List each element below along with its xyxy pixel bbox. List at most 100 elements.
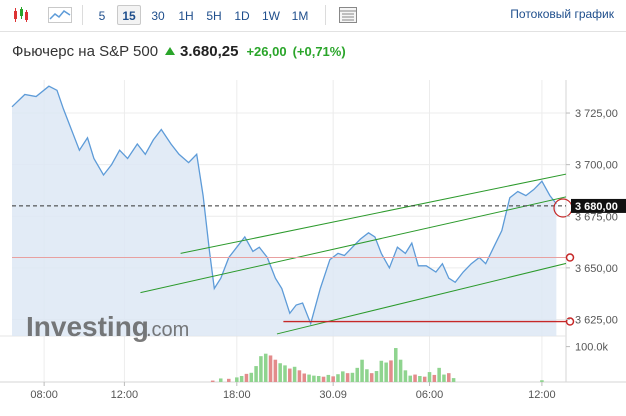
trend-line: [180, 173, 566, 254]
last-price-box: [571, 198, 626, 213]
y-tick-label: 3 625,00: [575, 314, 618, 326]
timeframe-1d[interactable]: 1D: [234, 9, 250, 23]
volume-bar: [336, 374, 340, 382]
volume-bars: [210, 348, 544, 382]
volume-bar: [278, 363, 282, 382]
volume-bar: [249, 372, 254, 382]
price-handle: [553, 198, 573, 218]
volume-bar: [263, 353, 268, 382]
instrument-header: Фьючерс на S&P 500 3.680,25 +26,00 (+0,7…: [12, 41, 352, 61]
volume-bar: [418, 375, 422, 382]
area-chart-icon[interactable]: [46, 4, 74, 26]
timeframe-1h[interactable]: 1H: [178, 9, 194, 23]
volume-bar: [316, 375, 321, 382]
timeframe-5h[interactable]: 5H: [206, 9, 222, 23]
volume-bar: [389, 360, 393, 382]
price-change-percent: (+0,71%): [292, 43, 346, 59]
y-tick-label: 3 675,00: [575, 211, 618, 223]
volume-bar: [442, 374, 446, 382]
volume-bar: [447, 373, 451, 382]
price-area-fill: [12, 86, 557, 336]
volume-bar: [369, 373, 374, 382]
watermark-suffix: .com: [146, 319, 189, 341]
last-price: 3.680,25: [180, 42, 239, 60]
investing-watermark: Investing .com: [26, 311, 189, 342]
volume-bar: [331, 376, 335, 382]
volume-bar: [326, 374, 331, 382]
volume-bar: [408, 375, 413, 382]
volume-bar: [365, 369, 369, 382]
price-axis: 3 625,00 3 650,00 3 675,00 3 700,00 3 725,00…: [566, 108, 626, 354]
volume-bar: [210, 380, 215, 382]
table-view-icon[interactable]: [335, 4, 361, 26]
x-tick-label: 12:00: [528, 389, 556, 401]
x-tick-label: 18:00: [223, 389, 251, 401]
volume-bar: [398, 359, 403, 382]
up-arrow-icon: [165, 47, 176, 55]
candlestick-icon[interactable]: [8, 4, 34, 26]
timeframe-1m[interactable]: 1M: [291, 9, 309, 23]
volume-bar: [244, 373, 249, 382]
volume-bar: [432, 374, 437, 382]
volume-bar: [394, 348, 398, 382]
volume-bar: [355, 367, 360, 382]
volume-bar: [403, 370, 408, 382]
volume-bar: [254, 366, 258, 382]
x-tick-label: 08:00: [30, 389, 58, 401]
y-tick-label: 3 725,00: [575, 108, 618, 120]
volume-bar: [297, 370, 302, 382]
volume-bar: [540, 380, 544, 382]
volume-bar: [321, 376, 326, 382]
volume-bar: [288, 368, 292, 382]
volume-bar: [312, 375, 316, 382]
volume-bar: [273, 359, 278, 382]
volume-bar: [307, 374, 311, 382]
timeframe-30[interactable]: 30: [151, 9, 165, 23]
volume-bar: [345, 373, 350, 382]
volume-bar: [384, 362, 388, 382]
y-tick-label: 3 650,00: [575, 263, 618, 275]
volume-bar: [292, 366, 297, 382]
volume-bar: [379, 360, 384, 382]
x-tick-label: 12:00: [111, 389, 139, 401]
volume-bar: [374, 371, 379, 382]
volume-bar: [235, 377, 239, 382]
volume-bar: [218, 378, 223, 382]
price-change: +26,00: [246, 43, 287, 59]
timeframe-1w[interactable]: 1W: [262, 9, 280, 23]
price-area: [11, 85, 557, 336]
trend-line: [140, 196, 566, 294]
x-tick-label: 30.09: [319, 389, 347, 401]
volume-bar: [227, 378, 231, 382]
volume-bar: [437, 367, 441, 382]
watermark-main: Investing: [26, 311, 149, 342]
volume-bar: [302, 373, 307, 382]
volume-bar: [422, 376, 427, 382]
volume-bar: [283, 365, 287, 382]
y-tick-label: 3 700,00: [575, 160, 618, 172]
x-tick-label: 06:00: [416, 389, 444, 401]
chart-drawings[interactable]: [12, 171, 590, 335]
volume-bar: [413, 374, 417, 382]
volume-bar: [350, 372, 355, 382]
level-handle: [565, 253, 575, 262]
price-line: [11, 85, 557, 326]
instrument-name: Фьючерс на S&P 500: [12, 42, 159, 60]
time-axis: 08:00 12:00 18:00 30.09 06:00 12:00: [30, 382, 556, 401]
volume-bar: [239, 375, 244, 382]
volume-bar: [268, 355, 273, 382]
volume-bar: [341, 371, 345, 382]
last-price-label: 3 680,00: [575, 201, 618, 213]
streaming-chart-link[interactable]: Потоковый график: [510, 7, 614, 21]
chart-toolbar: 5 15 30 1H 5H 1D 1W 1M Потоковый график: [0, 0, 626, 32]
volume-tick-label: 100.0k: [575, 342, 609, 354]
toolbar-separator: [82, 5, 83, 25]
volume-bar: [360, 359, 364, 382]
price-chart[interactable]: Investing .com 3 625,003 650,003 675,003…: [0, 80, 626, 416]
volume-bar: [259, 356, 263, 382]
timeframe-5[interactable]: 5: [98, 9, 106, 23]
toolbar-separator: [325, 5, 326, 25]
volume-bar: [427, 372, 432, 382]
volume-bar: [451, 378, 456, 382]
timeframe-15[interactable]: 15: [117, 5, 141, 25]
